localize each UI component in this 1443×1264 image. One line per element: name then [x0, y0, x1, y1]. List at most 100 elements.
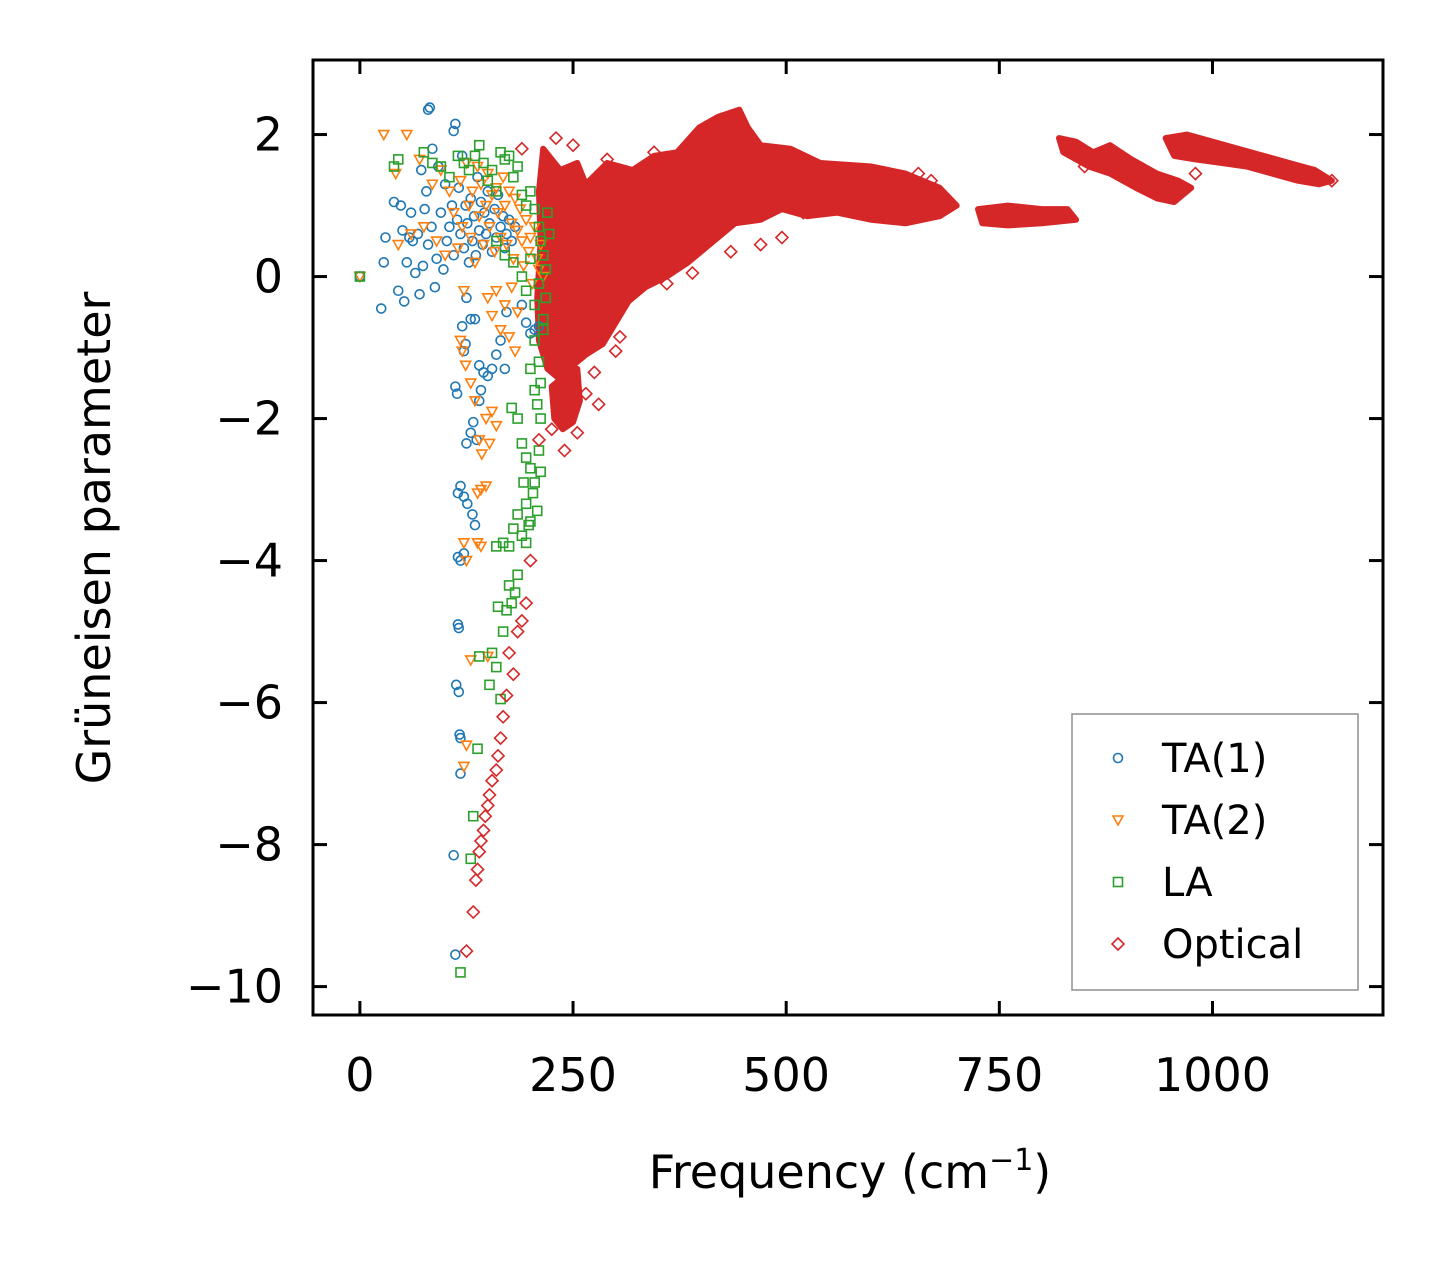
optical-dense-regions [534, 106, 1335, 433]
data-point [646, 145, 662, 160]
data-point [525, 516, 536, 527]
data-point [825, 166, 841, 181]
data-point [468, 257, 482, 270]
data-point [454, 335, 467, 348]
data-point [533, 278, 545, 289]
data-point [548, 130, 564, 146]
data-point [488, 246, 501, 259]
data-point [529, 335, 540, 346]
y-axis: 2 0 −2 −4 −6 −8 −10 [186, 108, 1383, 1014]
y-axis-label: Grüneisen parameter [67, 291, 121, 784]
data-point [455, 732, 466, 744]
data-point [466, 904, 481, 920]
data-point [796, 159, 811, 174]
data-point [426, 179, 439, 191]
optical-dense-region-2 [548, 365, 583, 433]
data-point [525, 462, 536, 474]
data-point [392, 154, 404, 165]
data-point [395, 200, 407, 211]
data-point [441, 235, 453, 247]
data-point [495, 335, 506, 346]
x-axis-label: Frequency (cm−1) [649, 1143, 1052, 1199]
data-point [523, 519, 535, 531]
data-point [676, 152, 692, 167]
data-point [401, 257, 413, 268]
data-point [480, 798, 495, 813]
data-point [467, 509, 478, 520]
data-point [472, 435, 486, 447]
data-point [512, 509, 523, 520]
data-point [774, 230, 790, 245]
data-point [535, 413, 546, 424]
data-point [525, 186, 536, 197]
legend-item: TA(1) [1112, 736, 1267, 782]
data-point [529, 384, 540, 396]
y-tick-label: −2 [215, 392, 283, 446]
x-tick-label: 250 [529, 1048, 617, 1102]
data-point [923, 173, 939, 188]
data-point [489, 762, 504, 778]
data-point [444, 221, 455, 233]
data-point [505, 282, 519, 294]
data-point [459, 943, 474, 959]
data-point [377, 129, 391, 142]
legend-marker [1110, 936, 1126, 952]
data-point [495, 709, 511, 724]
data-point [448, 249, 459, 261]
data-point [476, 823, 491, 838]
data-point [578, 386, 593, 401]
data-point [508, 523, 519, 534]
data-point [392, 285, 404, 297]
data-point [469, 313, 481, 325]
data-point [511, 307, 524, 319]
data-point [591, 397, 606, 412]
data-point [557, 443, 572, 458]
data-point [509, 587, 521, 598]
data-point [457, 285, 471, 298]
data-point [486, 647, 498, 659]
data-point [405, 207, 417, 218]
data-point [506, 254, 520, 266]
data-point [452, 150, 464, 162]
data-point [473, 833, 489, 849]
data-point [460, 740, 473, 752]
data-point [537, 249, 549, 261]
data-point [421, 186, 432, 197]
data-point [492, 601, 504, 613]
data-point [378, 257, 390, 268]
optical-dense-region-3 [975, 202, 1080, 229]
data-point [485, 406, 499, 419]
data-point [600, 152, 615, 167]
data-point [354, 271, 366, 282]
data-point [519, 214, 533, 227]
data-point [467, 235, 478, 247]
data-point [443, 186, 456, 199]
data-point [525, 253, 536, 265]
data-point [486, 164, 498, 176]
y-tick-label: 0 [254, 250, 283, 304]
data-point [491, 541, 502, 552]
data-point [489, 420, 503, 433]
data-point [540, 264, 552, 275]
data-point [518, 477, 529, 488]
data-point [493, 730, 508, 746]
data-point [480, 228, 492, 240]
data-point [514, 613, 530, 629]
data-point [523, 553, 538, 568]
optical-dense-region-5 [1162, 131, 1335, 188]
legend-item: TA(2) [1111, 798, 1267, 844]
x-axis-label-superscript: −1 [989, 1143, 1033, 1178]
data-point [464, 378, 478, 390]
data-point [508, 171, 519, 183]
data-point [404, 232, 415, 243]
data-point [462, 498, 473, 510]
data-point [417, 260, 429, 272]
data-point [481, 293, 495, 305]
data-point [491, 349, 502, 360]
x-tick-label: 500 [742, 1048, 830, 1102]
data-point [450, 679, 462, 691]
scatter-marks [353, 102, 1339, 978]
data-point [533, 356, 545, 368]
data-point [454, 175, 467, 188]
